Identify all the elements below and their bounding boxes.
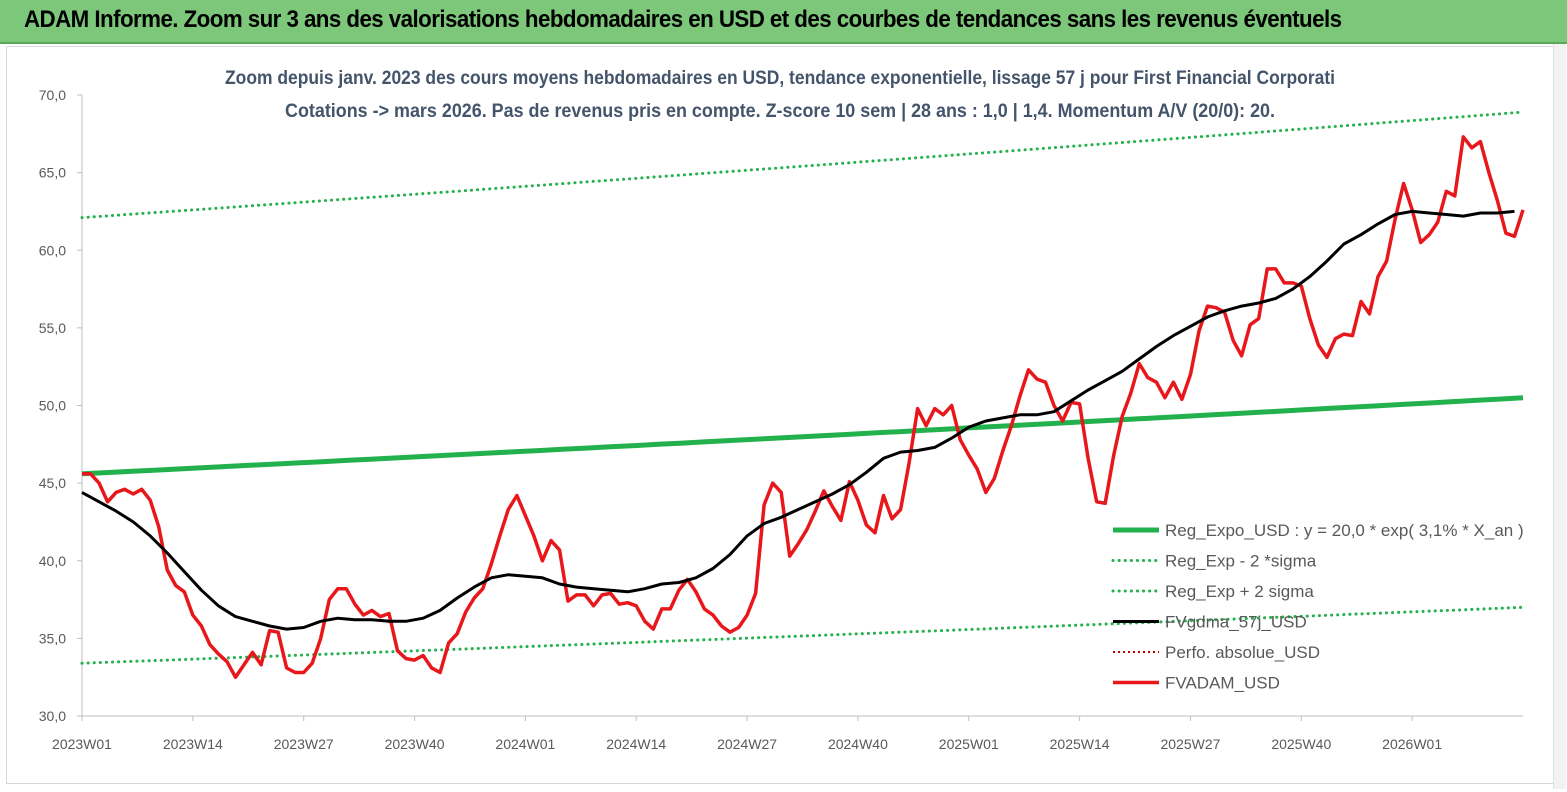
y-tick-label: 45,0 [39,475,66,491]
report-header: ADAM Informe. Zoom sur 3 ans des valoris… [0,0,1567,44]
series-fvgdma-57j [81,209,1515,631]
y-tick-label: 70,0 [39,87,66,103]
series-reg-expo [81,395,1524,477]
legend-label: Reg_Exp + 2 sigma [1165,582,1314,601]
series-reg-exp-minus-2sigma [80,605,1525,665]
y-tick-label: 50,0 [39,398,66,414]
legend-label: Reg_Exp - 2 *sigma [1165,552,1317,571]
x-tick-label: 2024W40 [828,736,888,752]
x-tick-label: 2025W14 [1050,736,1110,752]
y-tick-label: 55,0 [39,320,66,336]
y-tick-label: 35,0 [39,630,66,646]
axes [77,94,1523,721]
y-tick-labels: 30,0 35,0 40,0 45,0 50,0 55,0 60,0 65,0 70,0 [39,87,66,724]
legend-label: FVgdma_57j_USD [1165,613,1307,632]
series-fvadam [82,135,1525,679]
vertical-scrollbar[interactable] [1553,44,1566,789]
chart-title-line1: Zoom depuis janv. 2023 des cours moyens … [225,68,1335,89]
x-tick-label: 2025W01 [939,736,999,752]
y-tick-label: 60,0 [39,242,66,258]
x-tick-label: 2023W14 [163,736,223,752]
x-tick-label: 2024W14 [606,736,666,752]
x-tick-label: 2024W01 [495,736,555,752]
legend-label: Perfo. absolue_USD [1165,643,1320,662]
legend-label: Reg_Expo_USD : y = 20,0 * exp( 3,1% * X_… [1165,521,1524,540]
x-tick-label: 2025W40 [1271,736,1331,752]
report-title: ADAM Informe. Zoom sur 3 ans des valoris… [24,6,1342,33]
y-tick-label: 30,0 [39,708,66,724]
series-reg-exp-plus-2sigma [80,110,1525,220]
legend: Reg_Expo_USD : y = 20,0 * exp( 3,1% * X_… [1111,521,1524,693]
x-tick-label: 2023W27 [274,736,334,752]
y-tick-label: 65,0 [39,165,66,181]
x-tick-label: 2024W27 [717,736,777,752]
legend-label: FVADAM_USD [1165,674,1280,693]
x-tick-labels: 2023W01 2023W14 2023W27 2023W40 2024W01 2024W… [52,736,1442,752]
x-tick-label: 2026W01 [1382,736,1442,752]
x-tick-label: 2023W01 [52,736,112,752]
y-tick-label: 40,0 [39,553,66,569]
series-layer [80,110,1525,679]
chart-title-line2: Cotations -> mars 2026. Pas de revenus p… [285,101,1275,122]
x-tick-label: 2023W40 [385,736,445,752]
x-tick-label: 2025W27 [1160,736,1220,752]
